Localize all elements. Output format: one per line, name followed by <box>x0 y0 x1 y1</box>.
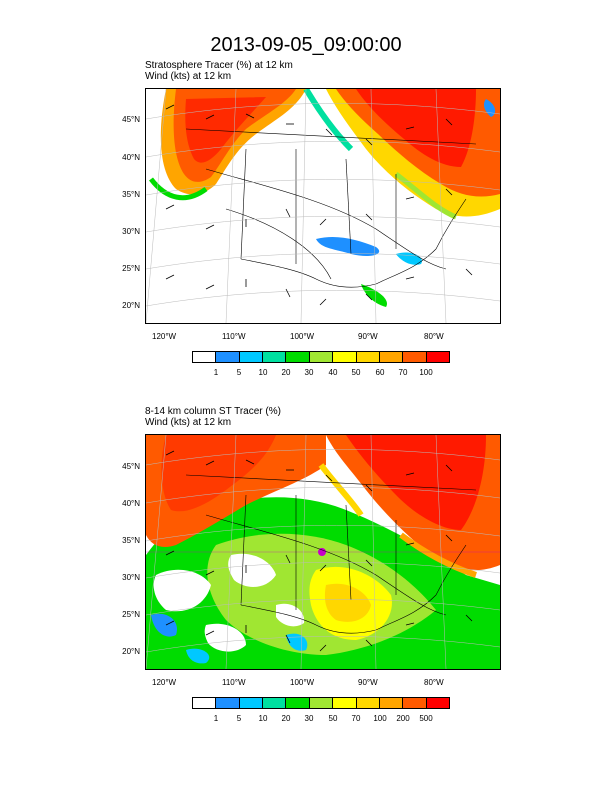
panel2-graticule <box>146 435 500 669</box>
panel2-lon-label: 120°W <box>152 678 177 687</box>
panel1-lon-label: 90°W <box>358 332 378 341</box>
panel1-colorbar-label: 60 <box>375 368 385 377</box>
panel1-colorbar <box>192 351 450 363</box>
panel1-colorbar-label: 20 <box>281 368 291 377</box>
colorbar-swatch <box>309 352 334 362</box>
panel1-lat-label: 35°N <box>122 190 140 199</box>
panel1-map-canvas <box>146 89 500 323</box>
panel2-map-canvas <box>146 435 500 669</box>
panel1-lon-label: 100°W <box>290 332 315 341</box>
panel2-colorbar-label: 20 <box>281 714 291 723</box>
colorbar-swatch <box>356 352 380 362</box>
panel2-colorbar-label: 500 <box>419 714 433 723</box>
panel1-colorbar-label: 5 <box>236 368 242 377</box>
panel2-colorbar-label: 5 <box>236 714 242 723</box>
colorbar-swatch <box>286 698 310 708</box>
colorbar-swatch <box>216 352 240 362</box>
colorbar-swatch <box>356 698 380 708</box>
panel1-colorbar-label: 40 <box>328 368 338 377</box>
colorbar-swatch <box>263 352 287 362</box>
panel1-lat-label: 45°N <box>122 115 140 124</box>
panel1-subtitle-tracer: Stratosphere Tracer (%) at 12 km <box>145 60 293 71</box>
panel1-map <box>145 88 501 324</box>
panel1-colorbar-label: 70 <box>398 368 408 377</box>
colorbar-swatch <box>379 352 404 362</box>
page-title: 2013-09-05_09:00:00 <box>210 34 402 56</box>
panel2-map <box>145 434 501 670</box>
panel2-tracer-field <box>146 435 500 669</box>
panel1-lat-label: 20°N <box>122 301 140 310</box>
panel2-colorbar-label: 100 <box>373 714 387 723</box>
colorbar-swatch <box>426 698 449 708</box>
panel1-colorbar-label: 10 <box>258 368 268 377</box>
panel2-colorbar-label: 1 <box>213 714 219 723</box>
colorbar-swatch <box>309 698 334 708</box>
panel1-lat-label: 40°N <box>122 153 140 162</box>
panel2-lat-label: 25°N <box>122 610 140 619</box>
panel2-lat-label: 35°N <box>122 536 140 545</box>
panel2-lat-label: 20°N <box>122 647 140 656</box>
panel1-graticule <box>146 89 500 323</box>
colorbar-swatch <box>403 352 427 362</box>
panel2-wind-barbs <box>165 450 473 652</box>
panel1-wind-barbs <box>165 104 473 306</box>
panel2-lat-label: 30°N <box>122 573 140 582</box>
panel1-lon-label: 80°W <box>424 332 444 341</box>
panel2-colorbar-label: 200 <box>396 714 410 723</box>
colorbar-swatch <box>193 352 217 362</box>
colorbar-swatch <box>333 352 357 362</box>
colorbar-swatch <box>333 698 357 708</box>
panel2-boundaries <box>185 474 477 634</box>
panel2-colorbar-label: 10 <box>258 714 268 723</box>
colorbar-swatch <box>379 698 404 708</box>
panel2-lon-label: 100°W <box>290 678 315 687</box>
panel1-colorbar-label: 100 <box>419 368 433 377</box>
panel1-lon-label: 110°W <box>222 332 246 341</box>
colorbar-swatch <box>239 352 264 362</box>
panel2-colorbar-label: 30 <box>304 714 314 723</box>
colorbar-swatch <box>286 352 310 362</box>
panel2-subtitle-wind: Wind (kts) at 12 km <box>145 417 232 428</box>
panel1-colorbar-label: 1 <box>213 368 219 377</box>
colorbar-swatch <box>216 698 240 708</box>
panel2-lon-label: 90°W <box>358 678 378 687</box>
panel1-tracer-field <box>146 89 500 323</box>
panel1-colorbar-label: 50 <box>351 368 361 377</box>
colorbar-swatch <box>193 698 217 708</box>
panel2-lat-label: 40°N <box>122 499 140 508</box>
panel2-colorbar <box>192 697 450 709</box>
panel2-lat-label: 45°N <box>122 462 140 471</box>
colorbar-swatch <box>263 698 287 708</box>
panel1-colorbar-label: 30 <box>304 368 314 377</box>
panel2-lon-label: 80°W <box>424 678 444 687</box>
panel2-subtitle-tracer: 8-14 km column ST Tracer (%) <box>145 406 281 417</box>
panel1-lat-label: 30°N <box>122 227 140 236</box>
panel1-lon-label: 120°W <box>152 332 177 341</box>
colorbar-swatch <box>403 698 427 708</box>
panel2-colorbar-label: 50 <box>328 714 338 723</box>
panel1-subtitle-wind: Wind (kts) at 12 km <box>145 71 232 82</box>
panel2-colorbar-label: 70 <box>351 714 361 723</box>
panel1-boundaries <box>185 128 477 288</box>
colorbar-swatch <box>239 698 264 708</box>
colorbar-swatch <box>426 352 449 362</box>
panel1-lat-label: 25°N <box>122 264 140 273</box>
panel2-lon-label: 110°W <box>222 678 246 687</box>
